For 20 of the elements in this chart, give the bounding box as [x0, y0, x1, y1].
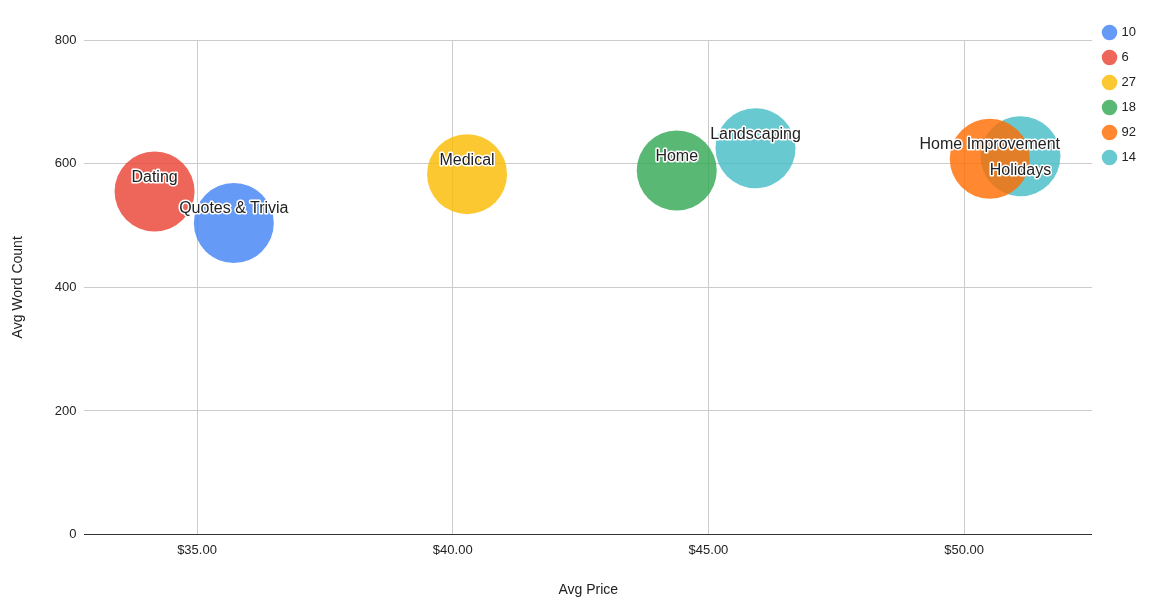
legend-label: 92: [1121, 124, 1137, 140]
x-tick-label: $35.00: [177, 541, 217, 557]
legend-label: 6: [1121, 49, 1129, 65]
legend-label: 10: [1121, 24, 1137, 40]
y-tick-label: 200: [54, 402, 77, 418]
y-axis-title: Avg Word Count: [9, 236, 26, 339]
annotation: Dating: [131, 167, 178, 185]
x-axis-title: Avg Price: [558, 581, 619, 598]
x-tick-label: $40.00: [432, 541, 473, 557]
y-tick-label: 600: [54, 155, 77, 171]
x-tick-label: $45.00: [688, 541, 729, 557]
annotation: Medical: [439, 150, 495, 168]
legend-label: 14: [1121, 149, 1137, 165]
x-tick-label: $50.00: [944, 541, 985, 557]
annotation: Home: [655, 146, 699, 164]
y-tick-label: 400: [54, 278, 77, 294]
y-tick-label: 800: [54, 31, 77, 47]
legend-label: 27: [1121, 74, 1137, 90]
legend-label: 18: [1121, 99, 1137, 115]
y-tick-label: 0: [69, 526, 77, 542]
